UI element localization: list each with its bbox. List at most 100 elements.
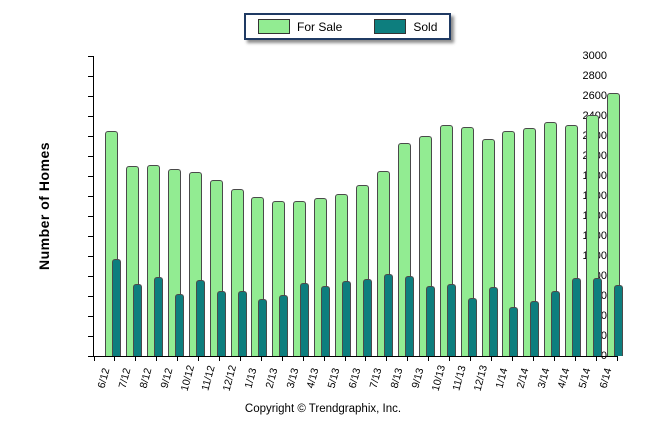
month-cell (303, 56, 331, 356)
x-tick-label: 6/13 (345, 360, 366, 396)
x-tick-label: 3/14 (533, 360, 554, 396)
x-tick-label-text: 8/13 (388, 366, 406, 390)
x-tick-label-text: 10/13 (429, 363, 449, 393)
x-tick-label: 5/13 (324, 360, 345, 396)
x-tick (532, 356, 534, 361)
x-tick (281, 356, 283, 361)
legend-swatch-sold-icon (374, 19, 407, 34)
x-tick (114, 356, 116, 361)
x-tick-label-text: 8/12 (137, 366, 155, 390)
y-tick-label: 2800 (582, 69, 607, 82)
x-tick-label-text: 6/14 (597, 366, 615, 390)
x-tick-label-text: 5/14 (576, 366, 594, 390)
x-tick-label-text: 3/14 (535, 366, 552, 390)
x-tick-label: 7/12 (115, 360, 136, 396)
month-cell (575, 56, 603, 356)
x-tick (156, 356, 158, 361)
legend-label-sold: Sold (413, 19, 438, 34)
month-cell (240, 56, 268, 356)
x-tick (344, 356, 346, 361)
x-tick-label: 6/12 (94, 360, 115, 396)
x-tick-label-text: 6/13 (346, 366, 364, 390)
x-tick-label-text: 12/12 (220, 363, 239, 393)
y-tick (88, 135, 94, 137)
bar-for-sale (502, 131, 516, 356)
y-tick (88, 95, 94, 97)
copyright-text: Copyright © Trendgraphix, Inc. (244, 403, 402, 415)
x-tick-label: 12/13 (471, 360, 492, 396)
x-tick-label-text: 1/14 (493, 366, 511, 390)
y-tick (88, 55, 94, 57)
month-cell (282, 56, 310, 356)
bar-sold (467, 298, 477, 356)
bar-sold (509, 307, 519, 356)
y-tick-label: 2600 (582, 89, 607, 102)
bar-sold (300, 283, 310, 356)
y-axis-title: Number of Homes (36, 141, 52, 271)
x-tick-label: 8/13 (387, 360, 408, 396)
x-tick (219, 356, 221, 361)
bar-sold (530, 301, 540, 356)
x-tick-label-text: 7/12 (116, 366, 134, 390)
month-cell (94, 56, 121, 356)
month-cell (220, 56, 247, 356)
bar-sold (195, 280, 205, 356)
x-tick-label: 4/13 (303, 360, 324, 396)
bar-for-sale (523, 128, 537, 356)
x-tick (239, 356, 241, 361)
x-tick (449, 356, 451, 361)
x-tick (260, 356, 262, 361)
bar-sold (174, 294, 184, 356)
x-tick (511, 356, 513, 361)
x-tick-label: 4/14 (554, 360, 575, 396)
bar-sold (446, 284, 456, 356)
bar-sold (237, 291, 247, 356)
x-tick (386, 356, 388, 361)
bar-sold (363, 279, 373, 356)
x-tick (135, 356, 137, 361)
month-cell (408, 56, 435, 356)
x-tick (365, 356, 367, 361)
bar-sold (112, 259, 121, 356)
x-tick-label-text: 4/14 (556, 366, 573, 390)
y-tick (88, 195, 94, 197)
bar-sold (383, 274, 393, 356)
x-tick-label: 2/14 (512, 360, 533, 396)
x-tick-label-text: 1/13 (242, 366, 260, 390)
x-tick (323, 356, 325, 361)
x-tick-label: 9/13 (408, 360, 429, 396)
x-tick (177, 356, 179, 361)
bar-sold (572, 278, 582, 356)
month-cell (512, 56, 540, 356)
x-tick-label: 11/13 (450, 360, 471, 396)
y-tick (88, 75, 94, 77)
x-tick-label: 1/13 (240, 360, 261, 396)
legend-label-for-sale: For Sale (297, 19, 343, 34)
x-tick-label-text: 3/13 (284, 366, 301, 390)
x-tick-label-text: 10/12 (178, 363, 198, 393)
y-tick (88, 175, 94, 177)
x-tick-label-text: 4/13 (304, 366, 322, 390)
month-cell (157, 56, 184, 356)
y-tick (88, 335, 94, 337)
x-tick-label: 2/13 (261, 360, 282, 396)
month-cell (136, 56, 163, 356)
y-tick-label: 0 (600, 349, 607, 362)
x-tick (93, 356, 95, 361)
legend: For Sale Sold (244, 13, 452, 40)
x-tick-label-text: 12/13 (471, 363, 490, 393)
month-cell (115, 56, 142, 356)
bar-sold (488, 287, 498, 356)
y-tick (88, 235, 94, 237)
y-tick (88, 295, 94, 297)
month-cell (324, 56, 352, 356)
x-tick (198, 356, 200, 361)
y-tick (88, 355, 94, 357)
x-tick-label: 11/12 (199, 360, 220, 396)
y-tick (88, 215, 94, 217)
x-tick (470, 356, 472, 361)
plot-area: 0200400600800100012001400160018002000220… (88, 50, 624, 392)
y-tick (88, 275, 94, 277)
y-tick (88, 315, 94, 317)
y-tick (88, 155, 94, 157)
